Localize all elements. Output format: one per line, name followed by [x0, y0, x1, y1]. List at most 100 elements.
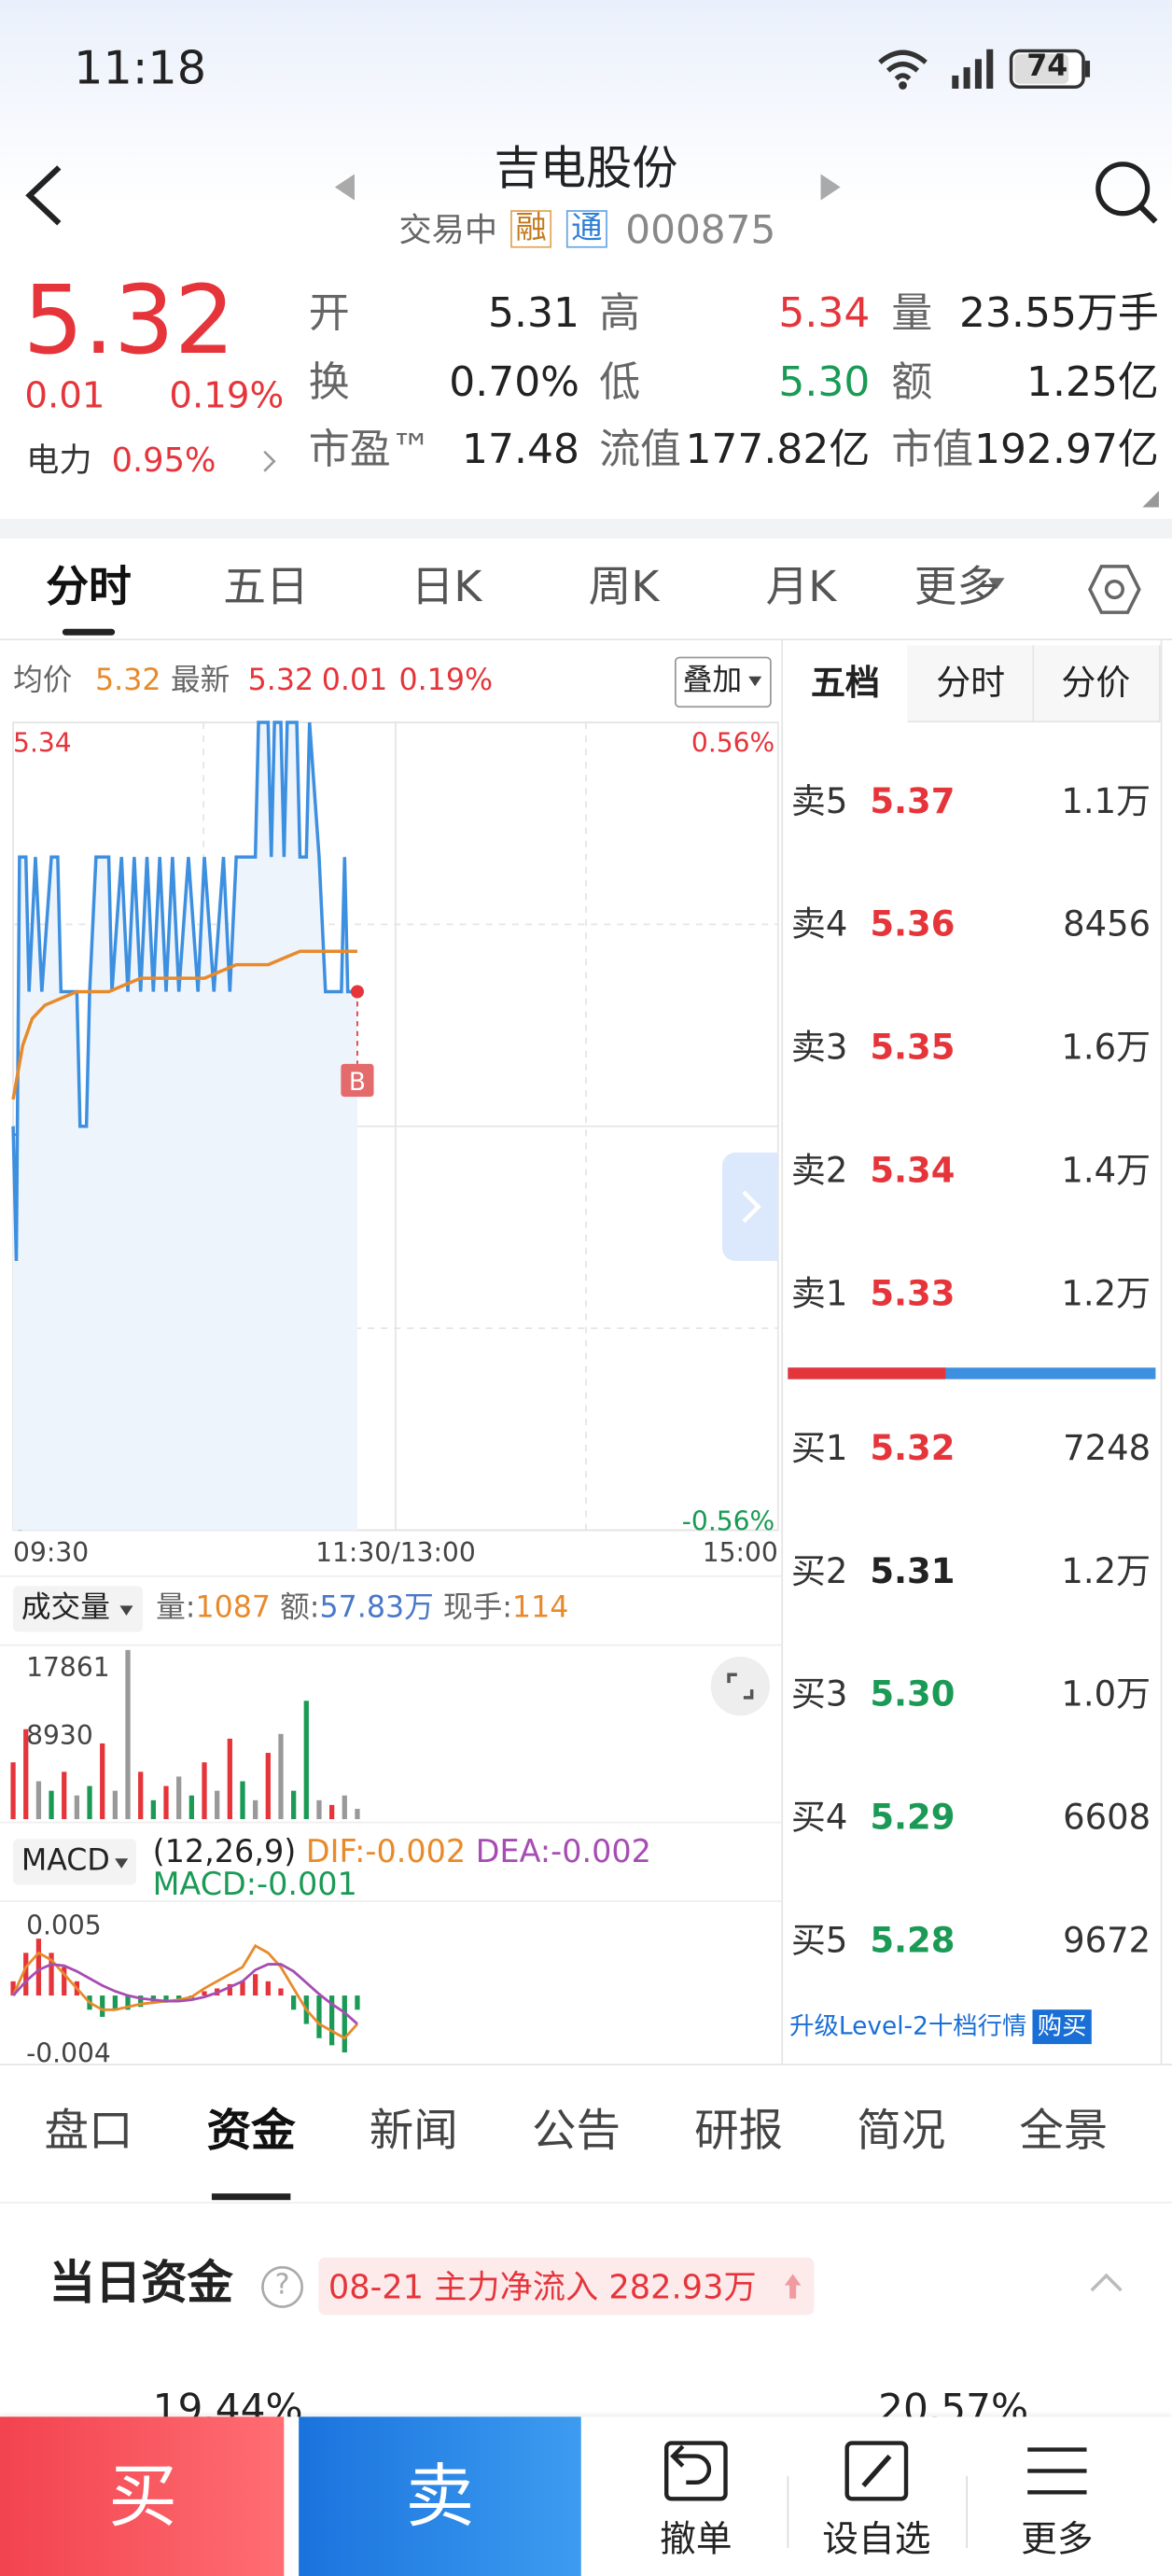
macd-bar: [10, 1981, 16, 1996]
macd-label: MACD: [21, 1843, 110, 1879]
clock: 11:18: [74, 40, 207, 96]
value: 114: [511, 1590, 569, 1626]
search-button[interactable]: [1090, 158, 1162, 230]
help-icon[interactable]: [259, 2264, 305, 2310]
book-tab-label: 分价: [1061, 663, 1131, 703]
sector-name: 电力: [26, 440, 92, 480]
sector-change: 0.95%: [111, 440, 216, 480]
chart-tab[interactable]: 月K: [765, 563, 837, 613]
bottom-tab[interactable]: 简况: [857, 2106, 946, 2158]
stat-value: 23.55万手: [959, 288, 1159, 337]
prev-stock[interactable]: [331, 171, 361, 203]
bottom-tab[interactable]: 盘口: [44, 2106, 133, 2158]
next-stock[interactable]: [815, 171, 844, 203]
macd-selector[interactable]: [13, 1839, 137, 1885]
macd-bar: [291, 1995, 297, 2010]
bottom-tab[interactable]: 资金: [206, 2106, 296, 2158]
macd-line: [12, 1963, 358, 2025]
action-label[interactable]: 设自选: [822, 2520, 931, 2562]
action-label[interactable]: 撤单: [660, 2520, 732, 2562]
macd-value: MACD:-0.001: [152, 1867, 357, 1903]
book-volume: 1.6万: [1061, 1028, 1151, 1068]
bottom-tab[interactable]: 研报: [694, 2106, 784, 2158]
bottom-tab[interactable]: 公告: [531, 2106, 621, 2158]
chart-tab[interactable]: 五日: [223, 563, 309, 613]
avg-price: 5.32: [95, 663, 161, 698]
last-label: 最新: [170, 663, 230, 698]
volume-bar: [291, 1790, 297, 1820]
volume-label: 成交量: [21, 1590, 110, 1626]
volume-bar: [316, 1799, 322, 1820]
trading-status: 交易中: [398, 210, 498, 250]
trade-marker-label: B: [349, 1069, 366, 1097]
stat-value: 192.97亿: [974, 425, 1159, 473]
stat-label: 换: [308, 357, 350, 406]
volume-bar: [112, 1790, 119, 1820]
volume-selector[interactable]: [13, 1586, 144, 1632]
book-level: 卖3: [790, 1028, 848, 1068]
macd-bar: [100, 1995, 105, 2017]
sell-button[interactable]: [299, 2416, 581, 2576]
expand-corner[interactable]: [1139, 487, 1163, 511]
book-volume: 8456: [1063, 904, 1151, 945]
book-level: 买5: [790, 1921, 848, 1961]
book-price: 5.29: [870, 1798, 956, 1838]
order-book-border: [781, 640, 1163, 2065]
chart-tab[interactable]: 分时: [46, 563, 132, 613]
stat-label: 开: [308, 288, 350, 337]
buy-level2-button[interactable]: 购买: [1032, 2009, 1092, 2045]
charts: 5.345.315.280.56%-0.56%09:3011:30/13:001…: [0, 721, 782, 2068]
label: 现手:: [442, 1590, 512, 1626]
badge-connect: 通: [565, 210, 607, 248]
chart-settings[interactable]: [1087, 562, 1143, 618]
last-price: 5.32: [22, 264, 235, 376]
help-mark: ?: [274, 2269, 290, 2303]
macd-bar: [202, 1991, 207, 1996]
chart-tab[interactable]: 日K: [411, 563, 482, 613]
stat-value: 1.25亿: [1026, 357, 1159, 406]
macd-bar: [355, 1995, 360, 2010]
chart-tab[interactable]: 更多: [914, 563, 1000, 613]
fund-title: 当日资金: [49, 2256, 233, 2311]
y-tick-label: 5.34: [13, 728, 72, 759]
volume-bar: [138, 1771, 144, 1820]
y2-tick-label: -0.56%: [682, 1505, 775, 1536]
sector-arrow[interactable]: [259, 446, 279, 476]
buy-button[interactable]: [0, 2416, 285, 2576]
book-volume: 1.2万: [1061, 1551, 1151, 1591]
book-tab[interactable]: [908, 645, 1035, 723]
book-volume: 1.2万: [1061, 1274, 1151, 1314]
action-label[interactable]: 更多: [1021, 2520, 1094, 2562]
macd-line: [11, 1943, 359, 2040]
last-price-small: 5.32: [247, 663, 314, 698]
macd-bar: [253, 1974, 258, 1996]
volume-bar: [49, 1790, 54, 1820]
x-tick-label: 15:00: [703, 1537, 778, 1568]
back-button[interactable]: [17, 158, 73, 233]
macd-bar: [316, 1995, 322, 2038]
book-level: 卖5: [790, 781, 848, 821]
volume-bar: [227, 1738, 232, 1820]
book-volume: 9672: [1063, 1921, 1151, 1961]
collapse-button[interactable]: [1087, 2269, 1126, 2295]
chart-tab[interactable]: 周K: [588, 563, 660, 613]
flow-date: 08-21: [328, 2267, 425, 2307]
x-tick-label: 09:30: [13, 1537, 89, 1568]
book-tab[interactable]: [1033, 645, 1160, 723]
bottom-tab[interactable]: 新闻: [369, 2106, 458, 2158]
stat-label: 高: [599, 288, 641, 337]
macd-params: (12,26,9): [152, 1833, 297, 1870]
macd-bar: [227, 1983, 232, 1996]
volume-bar: [10, 1762, 16, 1820]
book-level: 卖1: [790, 1274, 848, 1314]
section-divider: [0, 2064, 1172, 2065]
fullscreen-button[interactable]: [709, 1655, 772, 1717]
bottom-tab[interactable]: 全景: [1019, 2106, 1109, 2158]
upgrade-link[interactable]: 升级Level-2十档行情: [789, 2010, 1027, 2041]
panel-toggle[interactable]: [722, 1152, 778, 1261]
label: 量:: [156, 1590, 196, 1626]
macd-bar: [176, 1995, 182, 2000]
stat-label: 流值: [599, 425, 682, 473]
overlay-button[interactable]: [674, 656, 772, 708]
price-change: 0.01: [24, 375, 105, 417]
